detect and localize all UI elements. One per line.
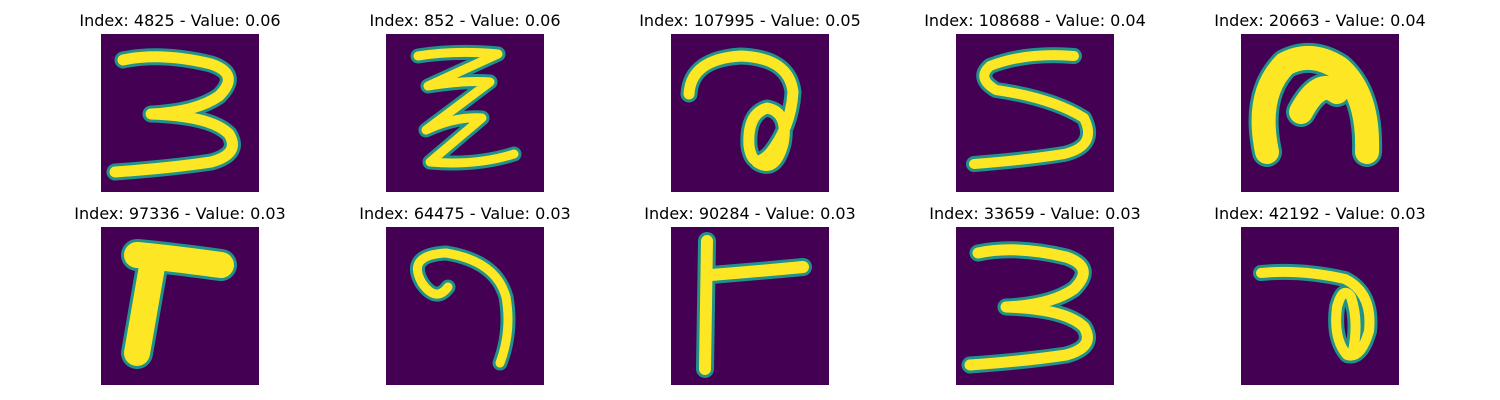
panel-title: Index: 107995 - Value: 0.05 bbox=[639, 11, 861, 30]
sample-panel: Index: 64475 - Value: 0.03 bbox=[315, 204, 615, 385]
digit-image bbox=[956, 227, 1114, 385]
stroke-core bbox=[969, 50, 1093, 169]
panel-title: Index: 108688 - Value: 0.04 bbox=[924, 11, 1146, 30]
sample-panel: Index: 852 - Value: 0.06 bbox=[315, 11, 615, 192]
digit-image bbox=[1241, 227, 1399, 385]
sample-panel: Index: 97336 - Value: 0.03 bbox=[30, 204, 330, 385]
sample-panel: Index: 20663 - Value: 0.04 bbox=[1170, 11, 1470, 192]
panel-title: Index: 64475 - Value: 0.03 bbox=[359, 204, 571, 223]
digit-image bbox=[386, 227, 544, 385]
stroke-core bbox=[413, 47, 519, 168]
sample-panel: Index: 90284 - Value: 0.03 bbox=[600, 204, 900, 385]
stroke-core bbox=[699, 235, 809, 375]
sample-panel: Index: 108688 - Value: 0.04 bbox=[885, 11, 1185, 192]
stroke-core bbox=[1256, 266, 1375, 361]
panel-title: Index: 33659 - Value: 0.03 bbox=[929, 204, 1141, 223]
panel-title: Index: 97336 - Value: 0.03 bbox=[74, 204, 286, 223]
sample-panel: Index: 33659 - Value: 0.03 bbox=[885, 204, 1185, 385]
stroke-core bbox=[683, 50, 799, 171]
panel-title: Index: 4825 - Value: 0.06 bbox=[79, 11, 281, 30]
digit-image bbox=[101, 227, 259, 385]
panel-title: Index: 90284 - Value: 0.03 bbox=[644, 204, 856, 223]
stroke-core bbox=[109, 51, 238, 178]
stroke-core bbox=[1251, 46, 1380, 164]
sample-panel: Index: 4825 - Value: 0.06 bbox=[30, 11, 330, 192]
digit-image bbox=[671, 227, 829, 385]
stroke-core bbox=[964, 244, 1093, 371]
digit-image bbox=[1241, 34, 1399, 192]
panel-title: Index: 20663 - Value: 0.04 bbox=[1214, 11, 1426, 30]
digit-image bbox=[671, 34, 829, 192]
digit-image bbox=[386, 34, 544, 192]
stroke-core bbox=[124, 242, 234, 366]
digit-image bbox=[101, 34, 259, 192]
sample-panel: Index: 42192 - Value: 0.03 bbox=[1170, 204, 1470, 385]
panel-title: Index: 852 - Value: 0.06 bbox=[369, 11, 561, 30]
digit-image bbox=[956, 34, 1114, 192]
sample-panel: Index: 107995 - Value: 0.05 bbox=[600, 11, 900, 192]
stroke-core bbox=[413, 248, 513, 368]
panel-title: Index: 42192 - Value: 0.03 bbox=[1214, 204, 1426, 223]
image-background bbox=[671, 227, 829, 385]
